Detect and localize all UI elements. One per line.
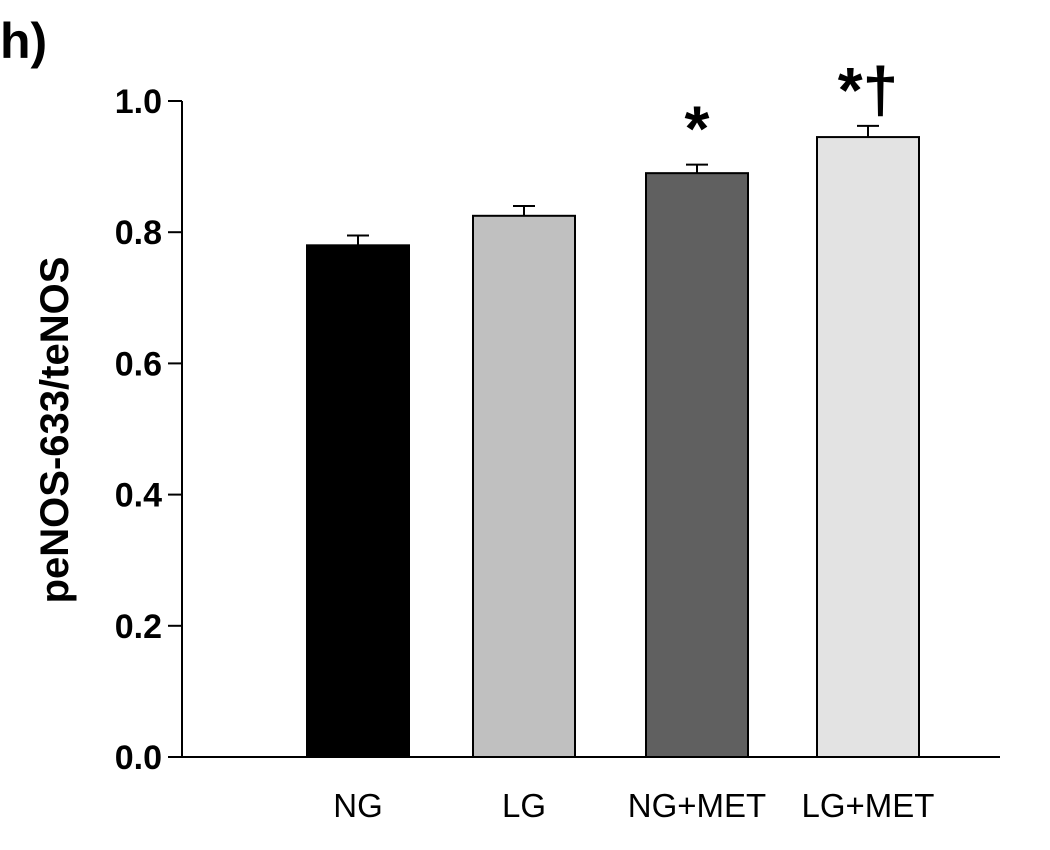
y-tick-label: 0.4 [115, 477, 162, 515]
x-tick-label: LG [502, 787, 546, 824]
x-tick-label: LG+MET [802, 787, 935, 824]
bar-lg [472, 214, 576, 759]
x-tick-labels: NG LG NG+MET LG+MET [333, 787, 934, 824]
significance-annotations: * *† [685, 54, 899, 165]
y-axis-label: peNOS-633/teNOS [33, 257, 77, 604]
bars [306, 136, 920, 759]
significance-annotation: *† [838, 54, 899, 126]
panel-label: h) [0, 13, 47, 69]
x-tick-label: NG+MET [628, 787, 766, 824]
y-tick-label: 1.0 [115, 83, 162, 121]
error-bar [686, 163, 708, 174]
y-tick-label: 0.2 [115, 608, 162, 646]
y-tick-label: 0.8 [115, 214, 162, 252]
error-bar [857, 124, 879, 138]
y-tick-label: 0.0 [115, 739, 162, 777]
error-bar [347, 234, 369, 246]
error-bars [347, 124, 879, 246]
bar-lg-met [816, 136, 920, 758]
bar-ng [306, 244, 410, 758]
y-axis: 0.0 0.2 0.4 0.6 0.8 1.0 [115, 83, 183, 777]
y-tick-label: 0.6 [115, 345, 162, 383]
bar-ng-met [645, 172, 749, 759]
significance-annotation: * [685, 93, 710, 165]
x-tick-label: NG [333, 787, 383, 824]
error-bar [513, 204, 535, 216]
